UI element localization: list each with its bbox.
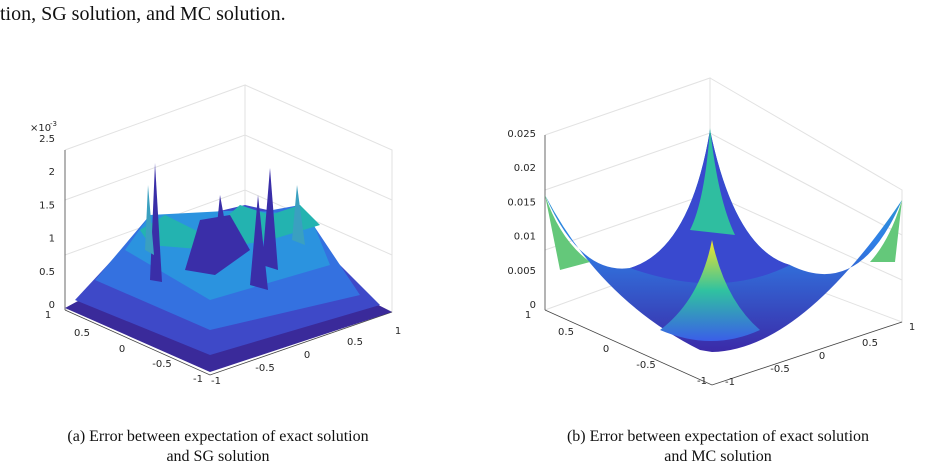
caption: and SG solution [166,448,269,465]
x-tick-label: 1 [909,322,915,333]
surface-a [65,163,392,372]
x-tick-label: -0.5 [255,363,275,374]
surface-b [545,128,902,352]
x-tick-label: 0.5 [347,337,363,348]
x-tick-label: 1 [395,326,401,337]
y-tick-label: -0.5 [636,360,656,371]
x-tick-label: -1 [725,377,735,388]
z-tick-label: 0.025 [507,129,536,140]
y-tick-label: -0.5 [152,359,172,370]
y-tick-label: 0 [603,344,609,355]
body-text: tion, SG solution, and MC solution. [0,3,286,25]
caption: (a) Error between expectation of exact s… [67,428,368,445]
exponent-label: ×10 [30,123,51,134]
x-tick-label: -0.5 [770,364,790,375]
z-tick-label: 2.5 [39,134,55,145]
z-tick-label: 0.02 [514,163,536,174]
y-tick-label: 1 [45,310,51,321]
y-tick-label: -1 [697,376,707,387]
y-tick-label: 0.5 [74,328,90,339]
z-tick-label: 0.015 [507,197,536,208]
x-tick-label: 0 [304,350,310,361]
caption: (b) Error between expectation of exact s… [567,428,869,445]
y-tick-label: 0 [119,344,125,355]
z-tick-label: 0.01 [514,232,536,243]
y-tick-label: 0.5 [558,327,574,338]
z-tick-label: 0 [49,300,55,311]
z-tick-label: 0 [530,300,536,311]
z-tick-label: 0.5 [39,267,55,278]
x-tick-label: -1 [211,376,221,387]
y-tick-label: 1 [525,310,531,321]
x-tick-label: 0 [819,351,825,362]
exponent-power: -3 [50,120,57,128]
z-tick-label: 1.5 [39,200,55,211]
z-tick-label: 0.005 [507,266,536,277]
x-tick-label: 0.5 [862,338,878,349]
z-tick-label: 1 [49,234,55,245]
z-tick-label: 2 [49,167,55,178]
caption: and MC solution [664,448,772,465]
y-tick-label: -1 [193,374,203,385]
